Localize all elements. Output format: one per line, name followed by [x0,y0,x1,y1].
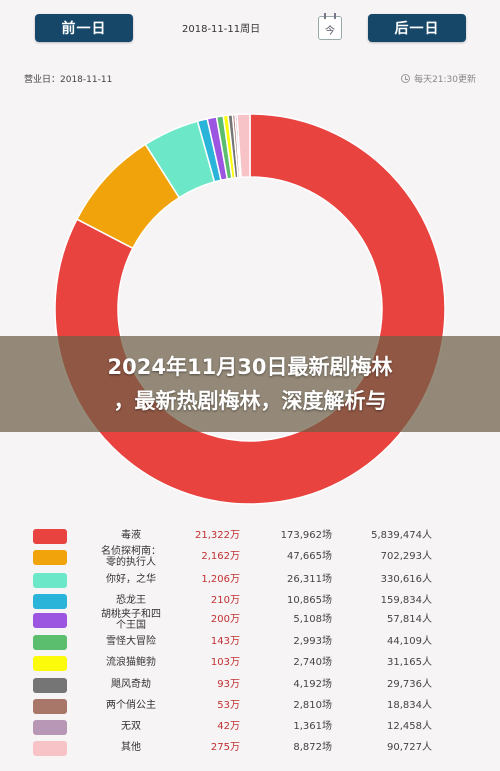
legend-color-swatch [33,613,67,628]
legend-color-swatch [33,573,67,588]
legend-film-title: 你好，之华 [91,574,171,585]
legend-row: 胡桃夹子和四 个王国 200万 5,108场 57,814人 [0,609,500,631]
legend-audience-count: 702,293人 [380,551,432,562]
legend-film-title: 无双 [91,721,171,732]
legend-film-title: 两个俏公主 [91,700,171,711]
legend-color-swatch [33,550,67,565]
legend-row: 毒液 21,322万 173,962场 5,839,474人 [0,526,500,546]
legend-row: 两个俏公主 53万 2,810场 18,834人 [0,696,500,716]
legend-film-title-line: 毒液 [121,530,141,541]
legend-film-title: 胡桃夹子和四 个王国 [91,609,171,631]
legend-show-count: 8,872场 [293,742,332,753]
calendar-today-icon[interactable]: 今 [318,13,342,40]
legend-color-swatch [33,594,67,609]
legend-film-title-line: 你好，之华 [106,574,156,585]
next-day-button[interactable]: 后一日 [368,14,466,42]
previous-day-button[interactable]: 前一日 [35,14,133,42]
legend-box-office: 42万 [217,721,240,732]
legend-color-swatch [33,678,67,693]
update-time-info: 每天21:30更新 [401,72,476,85]
legend-film-title-line: 飓风奇劫 [111,679,151,690]
legend-box-office: 210万 [210,595,240,606]
legend-audience-count: 12,458人 [387,721,432,732]
legend-film-title-line: 无双 [121,721,141,732]
date-navigation-bar: 前一日 2018-11-11周日 今 后一日 [0,0,500,52]
legend-color-swatch [33,741,67,756]
legend-audience-count: 57,814人 [387,614,432,625]
legend-color-swatch [33,656,67,671]
legend-audience-count: 29,736人 [387,679,432,690]
legend-color-swatch [33,529,67,544]
legend-show-count: 173,962场 [280,530,332,541]
legend-audience-count: 44,109人 [387,636,432,647]
legend-color-swatch [33,699,67,714]
headline-line-2: ，最新热剧梅林，深度解析与 [113,389,387,413]
legend-film-title: 恐龙王 [91,595,171,606]
legend-show-count: 4,192场 [293,679,332,690]
legend-film-title-line: 流浪猫鲍勃 [106,657,156,668]
legend-audience-count: 5,839,474人 [371,530,432,541]
donut-slice [236,113,251,179]
legend-row: 无双 42万 1,361场 12,458人 [0,717,500,737]
legend-film-title-line: 零的执行人 [106,557,156,568]
legend-box-office: 21,322万 [195,530,240,541]
legend-box-office: 2,162万 [201,551,240,562]
legend-film-title-line: 个王国 [116,620,146,631]
legend-film-title-line: 名侦探柯南： [101,546,161,557]
legend-film-title: 飓风奇劫 [91,679,171,690]
legend-film-title-line: 雪怪大冒险 [106,636,156,647]
legend-row: 你好，之华 1,206万 26,311场 330,616人 [0,570,500,590]
legend-film-title-line: 胡桃夹子和四 [101,609,161,620]
legend-show-count: 26,311场 [287,574,332,585]
legend-audience-count: 330,616人 [380,574,432,585]
legend-row: 其他 275万 8,872场 90,727人 [0,738,500,758]
legend-show-count: 2,810场 [293,700,332,711]
legend-show-count: 2,740场 [293,657,332,668]
legend-film-title: 毒液 [91,530,171,541]
legend-box-office: 275万 [210,742,240,753]
legend-box-office: 200万 [210,614,240,625]
legend-color-swatch [33,720,67,735]
update-time-label: 每天21:30更新 [414,75,476,85]
legend-show-count: 47,665场 [287,551,332,562]
legend-audience-count: 90,727人 [387,742,432,753]
legend-row: 雪怪大冒险 143万 2,993场 44,109人 [0,632,500,652]
legend-box-office: 53万 [217,700,240,711]
clock-icon [401,74,411,83]
business-date-label: 营业日：2018-11-11 [24,75,113,85]
current-date-label: 2018-11-11周日 [182,24,261,35]
legend-row: 恐龙王 210万 10,865场 159,834人 [0,591,500,611]
legend-audience-count: 18,834人 [387,700,432,711]
legend-box-office: 103万 [210,657,240,668]
legend-film-title-line: 恐龙王 [116,595,146,606]
headline-line-1: 2024年11月30日最新剧梅林 [107,355,393,379]
legend-color-swatch [33,635,67,650]
legend-box-office: 1,206万 [201,574,240,585]
legend-row: 飓风奇劫 93万 4,192场 29,736人 [0,675,500,695]
legend-film-title: 其他 [91,742,171,753]
legend-film-title: 名侦探柯南： 零的执行人 [91,546,171,568]
box-office-donut-chart [54,113,446,505]
legend-film-title-line: 两个俏公主 [106,700,156,711]
legend-row: 名侦探柯南： 零的执行人 2,162万 47,665场 702,293人 [0,546,500,568]
legend-box-office: 93万 [217,679,240,690]
legend-row: 流浪猫鲍勃 103万 2,740场 31,165人 [0,653,500,673]
legend-audience-count: 31,165人 [387,657,432,668]
legend-audience-count: 159,834人 [380,595,432,606]
legend-box-office: 143万 [210,636,240,647]
legend-show-count: 10,865场 [287,595,332,606]
legend-show-count: 5,108场 [293,614,332,625]
legend-show-count: 2,993场 [293,636,332,647]
legend-film-title-line: 其他 [121,742,141,753]
headline-overlay: 2024年11月30日最新剧梅林 ，最新热剧梅林，深度解析与 [0,336,500,432]
legend-show-count: 1,361场 [293,721,332,732]
legend-film-title: 雪怪大冒险 [91,636,171,647]
legend-film-title: 流浪猫鲍勃 [91,657,171,668]
